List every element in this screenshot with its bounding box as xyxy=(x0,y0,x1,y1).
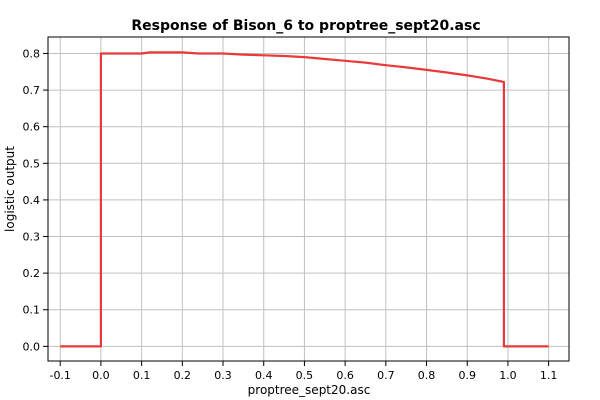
y-tick-label: 0.2 xyxy=(23,267,41,280)
y-axis-label: logistic output xyxy=(3,146,17,232)
x-tick-label: -0.1 xyxy=(49,369,70,382)
x-tick-label: 0.4 xyxy=(255,369,273,382)
y-tick-label: 0.7 xyxy=(23,84,41,97)
series-layer xyxy=(60,51,549,348)
response-curve xyxy=(60,51,549,348)
x-tick-label: 0.3 xyxy=(214,369,232,382)
chart-title: Response of Bison_6 to proptree_sept20.a… xyxy=(131,18,480,34)
x-tick-label: 0.0 xyxy=(92,369,110,382)
x-tick-label: 0.6 xyxy=(336,369,354,382)
x-tick-label: 1.0 xyxy=(499,369,517,382)
y-axis: 0.0 0.1 0.2 0.3 0.4 0.5 0.6 0.7 0.8 xyxy=(23,47,48,353)
x-tick-label: 1.1 xyxy=(540,369,558,382)
x-tick-label: 0.8 xyxy=(418,369,436,382)
x-tick-label: 0.2 xyxy=(174,369,192,382)
y-tick-label: 0.8 xyxy=(23,47,41,60)
y-tick-label: 0.5 xyxy=(23,157,41,170)
y-tick-label: 0.0 xyxy=(23,340,41,353)
x-tick-label: 0.5 xyxy=(296,369,314,382)
grid-lines xyxy=(48,37,569,361)
plot-frame xyxy=(47,36,570,362)
y-tick-label: 0.1 xyxy=(23,304,41,317)
y-tick-label: 0.6 xyxy=(23,121,41,134)
x-tick-label: 0.1 xyxy=(133,369,151,382)
x-axis-label: proptree_sept20.asc xyxy=(248,383,371,397)
y-tick-label: 0.4 xyxy=(23,194,41,207)
x-tick-label: 0.7 xyxy=(377,369,395,382)
y-tick-label: 0.3 xyxy=(23,231,41,244)
x-tick-label: 0.9 xyxy=(458,369,476,382)
x-axis: -0.1 0.0 0.1 0.2 0.3 0.4 0.5 0.6 0.7 0.8 0.9 1.0 1.1 xyxy=(49,361,557,382)
